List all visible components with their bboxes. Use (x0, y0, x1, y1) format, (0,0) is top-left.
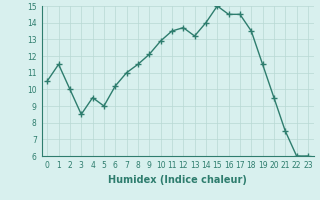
X-axis label: Humidex (Indice chaleur): Humidex (Indice chaleur) (108, 175, 247, 185)
